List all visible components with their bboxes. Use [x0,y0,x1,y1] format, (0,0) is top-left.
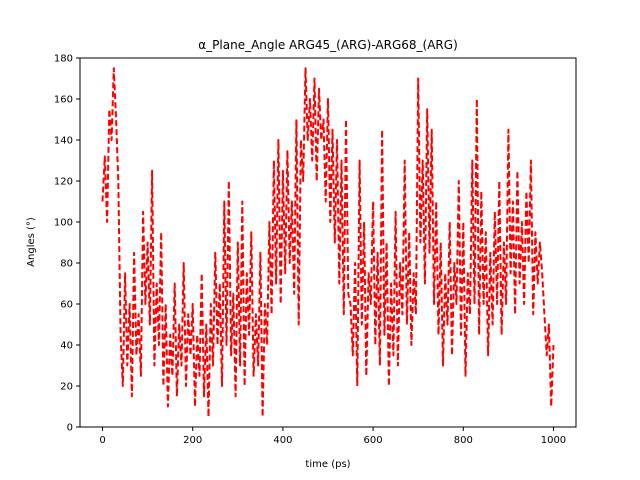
x-tick-label: 400 [273,435,292,446]
x-tick-label: 200 [183,435,202,446]
chart-title: α_Plane_Angle ARG45_(ARG)-ARG68_(ARG) [198,38,458,52]
y-axis-label: Angles (°) [26,217,37,267]
y-axis: 0 20 40 60 80 100 120 140 160 180 [54,54,80,434]
y-tick-label: 140 [54,136,73,147]
y-tick-label: 100 [54,218,73,229]
y-tick-label: 120 [54,177,73,188]
y-tick-label: 0 [67,423,73,434]
series-line [101,67,555,418]
x-axis: 0 200 400 600 800 1000 [99,427,566,446]
x-tick-label: 1000 [541,435,566,446]
y-tick-label: 60 [60,300,73,311]
x-tick-label: 800 [454,435,473,446]
axes-frame [79,57,577,428]
x-tick-label: 0 [99,435,105,446]
plot-area [101,67,555,418]
x-axis-label: time (ps) [305,459,350,470]
y-tick-label: 80 [60,259,73,270]
y-tick-label: 180 [54,54,73,65]
x-tick-label: 600 [364,435,383,446]
y-tick-label: 40 [60,341,73,352]
y-tick-label: 160 [54,95,73,106]
y-tick-label: 20 [60,382,73,393]
